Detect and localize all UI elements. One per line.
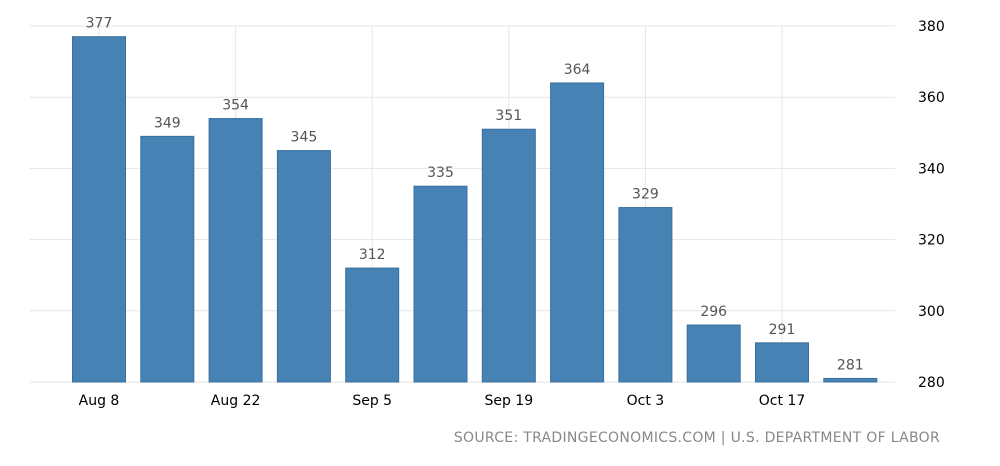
data-label: 351 xyxy=(495,108,522,124)
bar xyxy=(345,267,400,383)
data-label: 345 xyxy=(291,130,318,146)
bar xyxy=(208,118,263,383)
x-tick-label: Sep 19 xyxy=(484,393,533,409)
data-label: 296 xyxy=(700,304,727,320)
bar xyxy=(823,377,878,383)
y-tick-label: 320 xyxy=(918,233,945,249)
x-tick-label: Sep 5 xyxy=(352,393,392,409)
source-attribution: SOURCE: TRADINGECONOMICS.COM | U.S. DEPA… xyxy=(453,430,940,446)
data-label: 281 xyxy=(837,357,864,373)
bar xyxy=(686,324,741,383)
data-label: 364 xyxy=(564,62,591,78)
x-tick-label: Aug 8 xyxy=(79,393,120,409)
data-label: 354 xyxy=(222,98,249,114)
data-label: 349 xyxy=(154,115,181,131)
y-tick-label: 280 xyxy=(918,375,945,391)
y-tick-label: 380 xyxy=(918,19,945,35)
data-label: 329 xyxy=(632,187,659,203)
bar xyxy=(550,82,605,383)
x-tick-label: Oct 3 xyxy=(627,393,665,409)
x-tick-label: Oct 17 xyxy=(759,393,805,409)
data-label: 377 xyxy=(86,16,113,32)
bar xyxy=(413,185,468,383)
y-tick-label: 360 xyxy=(918,90,945,106)
bar xyxy=(755,342,809,383)
bar xyxy=(140,135,195,383)
y-tick-label: 340 xyxy=(918,161,945,177)
bar xyxy=(72,36,126,383)
data-label: 335 xyxy=(427,165,454,181)
bar xyxy=(276,150,331,383)
data-label: 312 xyxy=(359,247,386,263)
bar xyxy=(618,207,673,383)
bar xyxy=(481,128,536,383)
data-label: 291 xyxy=(769,322,796,338)
x-tick-label: Aug 22 xyxy=(211,393,261,409)
y-tick-label: 300 xyxy=(918,304,945,320)
